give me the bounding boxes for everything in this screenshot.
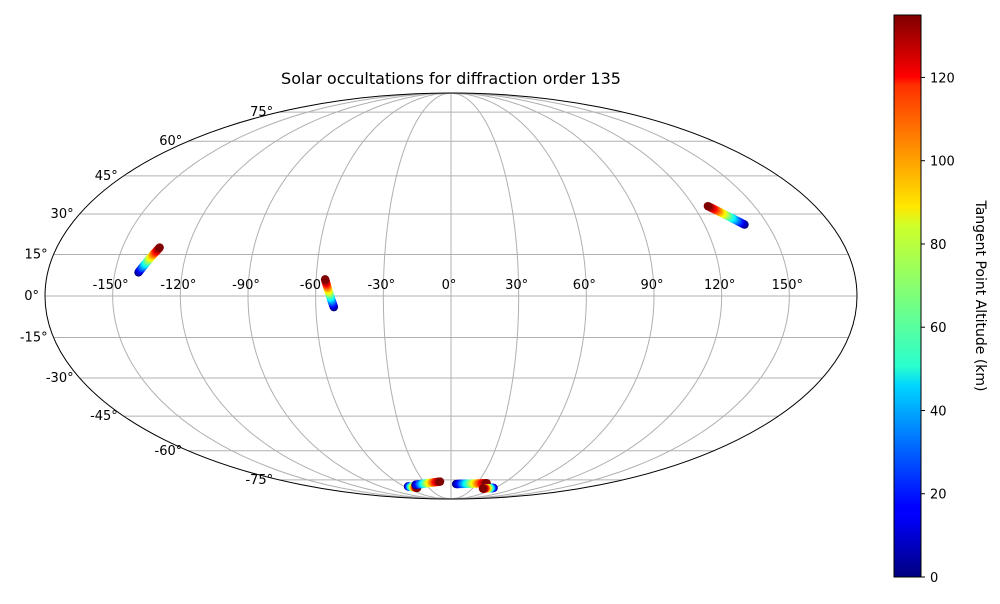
colorbar-tick-label: 120 <box>930 71 955 86</box>
colorbar-tick-label: 40 <box>930 404 947 419</box>
latitude-tick-label: -75° <box>245 473 273 488</box>
longitude-tick-label: -30° <box>367 278 395 293</box>
longitude-tick-label: -90° <box>232 278 260 293</box>
chart-title: Solar occultations for diffraction order… <box>281 69 621 88</box>
colorbar-label: Tangent Point Altitude (km) <box>972 199 988 391</box>
graticule <box>45 92 857 500</box>
colorbar-tick-label: 80 <box>930 238 947 253</box>
colorbar: 0 20 40 60 80 100 120 Tangent Point Altitude (… <box>893 14 988 586</box>
colorbar-ticks: 0 20 40 60 80 100 120 <box>921 71 955 586</box>
map-boundary <box>44 92 858 500</box>
latitude-tick-label: 60° <box>159 134 182 149</box>
latitude-tick-label: -60° <box>155 444 183 459</box>
colorbar-tick-label: 100 <box>930 155 955 170</box>
latitude-tick-label: 30° <box>51 207 74 222</box>
latitude-tick-labels: -75° -60° -45° -30° -15° 0° 15° 30° 45° 60° 75° <box>20 105 273 488</box>
occultation-points <box>134 201 749 493</box>
longitude-tick-label: 30° <box>505 278 528 293</box>
latitude-tick-label: 15° <box>25 247 48 262</box>
latitude-tick-label: -30° <box>46 371 74 386</box>
longitude-tick-label: 90° <box>640 278 663 293</box>
latitude-tick-label: 0° <box>24 289 39 304</box>
latitude-tick-label: -15° <box>20 331 48 346</box>
colorbar-tick-label: 60 <box>930 321 947 336</box>
latitude-tick-label: 45° <box>95 169 118 184</box>
colorbar-tick-label: 20 <box>930 488 947 503</box>
longitude-tick-label: -60° <box>300 278 328 293</box>
latitude-tick-label: 75° <box>250 105 273 120</box>
longitude-tick-labels: -150° -120° -90° -60° -30° 0° 30° 60° 90° 120° 150… <box>93 278 803 293</box>
longitude-tick-label: -120° <box>160 278 196 293</box>
longitude-tick-label: 150° <box>772 278 803 293</box>
occultation-point <box>478 484 488 493</box>
longitude-tick-label: -150° <box>93 278 129 293</box>
longitude-tick-label: 60° <box>573 278 596 293</box>
occultation-point <box>155 243 164 252</box>
occultation-point <box>320 275 330 284</box>
occultation-point <box>703 201 713 211</box>
colorbar-tick-label: 0 <box>930 571 938 586</box>
colorbar-gradient <box>893 14 922 578</box>
latitude-tick-label: -45° <box>90 409 118 424</box>
longitude-tick-label: 0° <box>442 278 457 293</box>
occultation-point <box>435 477 445 486</box>
longitude-tick-label: 120° <box>704 278 735 293</box>
